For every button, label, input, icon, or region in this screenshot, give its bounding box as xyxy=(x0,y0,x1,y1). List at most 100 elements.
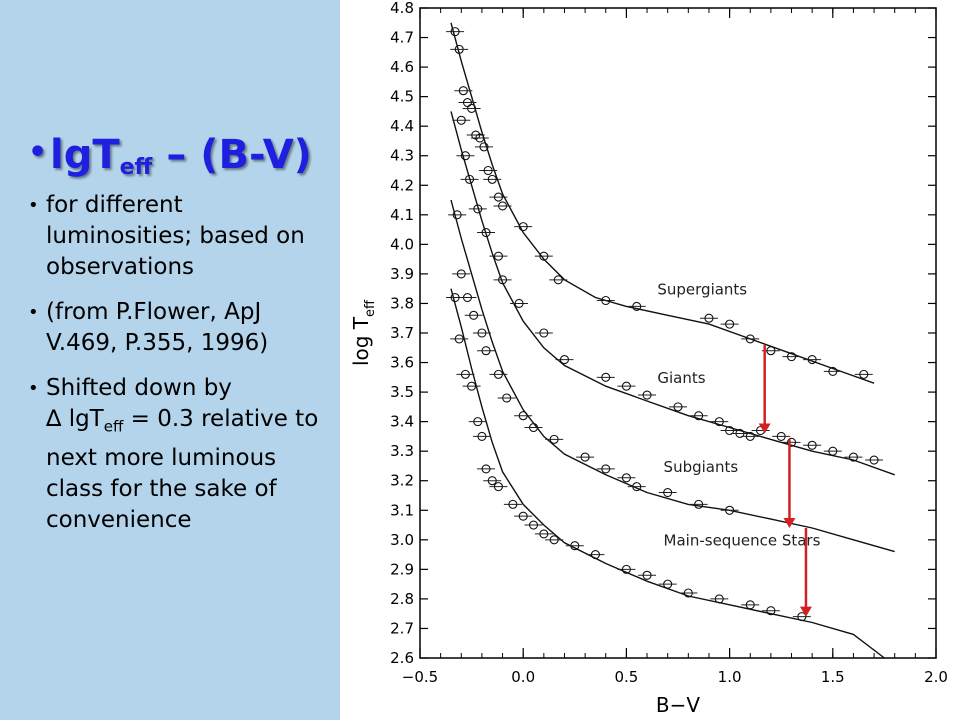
shift-arrow-head xyxy=(783,518,796,528)
title-bullet: • xyxy=(28,135,48,170)
bullet-text-b: ∆ lgT xyxy=(46,406,104,432)
data-point xyxy=(590,550,600,560)
x-tick-label: 2.0 xyxy=(924,668,948,686)
data-point xyxy=(508,499,518,509)
data-point xyxy=(869,455,879,465)
bullet-item: • (from P.Flower, ApJ V.469, P.355, 1996) xyxy=(28,297,333,359)
data-point xyxy=(714,417,724,427)
data-point xyxy=(456,115,466,125)
bullet-dot: • xyxy=(28,195,39,216)
data-point xyxy=(601,295,611,306)
data-point xyxy=(559,355,570,365)
y-tick-label: 3.0 xyxy=(390,531,414,549)
y-tick-label: 4.0 xyxy=(390,235,414,253)
y-tick-label: 4.4 xyxy=(390,117,414,135)
data-point xyxy=(621,564,631,574)
y-tick-label: 3.3 xyxy=(390,442,414,460)
data-point xyxy=(454,334,464,344)
data-point xyxy=(621,381,631,391)
data-point xyxy=(450,27,460,37)
series-curve-2 xyxy=(450,199,895,553)
data-point xyxy=(859,369,869,379)
y-tick-label: 2.9 xyxy=(390,560,414,578)
data-point xyxy=(725,505,735,515)
data-point xyxy=(745,334,755,344)
data-point xyxy=(456,269,466,279)
y-tick-label: 4.7 xyxy=(390,29,414,47)
data-point xyxy=(460,369,470,379)
data-point xyxy=(452,210,462,220)
bullet-item: • Shifted down by ∆ lgTeff = 0.3 relative … xyxy=(28,373,333,536)
title-subscript: eff xyxy=(119,155,153,180)
data-point xyxy=(502,393,512,403)
y-tick-label: 3.1 xyxy=(390,501,414,519)
data-point xyxy=(464,174,475,184)
data-point xyxy=(481,464,491,474)
data-point xyxy=(735,428,745,439)
y-tick-label: 4.6 xyxy=(390,58,414,76)
data-point xyxy=(848,452,858,462)
data-point xyxy=(549,535,559,545)
y-axis-label-sub: eff xyxy=(363,299,378,317)
data-point xyxy=(807,440,817,450)
title-main: lgT xyxy=(50,132,120,178)
y-axis-label: log Teff xyxy=(349,299,378,366)
data-point xyxy=(632,482,642,492)
data-point xyxy=(663,579,673,589)
x-tick-label: 1.5 xyxy=(821,668,845,686)
bullet-text-c: = 0.3 relative to next more luminous cla… xyxy=(46,406,319,533)
series-curve-0 xyxy=(450,22,875,384)
data-point xyxy=(493,251,503,261)
data-point xyxy=(528,422,539,433)
data-point xyxy=(493,369,503,379)
data-point xyxy=(642,390,652,400)
data-point xyxy=(539,328,549,338)
data-point xyxy=(479,142,489,152)
data-point xyxy=(601,464,611,474)
data-point xyxy=(549,434,559,444)
data-point xyxy=(766,346,776,356)
data-point xyxy=(487,174,497,184)
data-point xyxy=(450,292,460,303)
x-tick-label: −0.5 xyxy=(402,668,438,686)
data-point xyxy=(553,275,563,285)
data-point xyxy=(714,594,724,604)
data-point xyxy=(786,437,797,447)
x-tick-label: 0.0 xyxy=(511,668,535,686)
y-tick-label: 4.1 xyxy=(390,206,414,224)
data-point xyxy=(786,352,797,362)
y-tick-label: 4.2 xyxy=(390,176,414,194)
data-point xyxy=(539,529,549,539)
bullet-text: (from P.Flower, ApJ V.469, P.355, 1996) xyxy=(46,299,269,356)
data-point xyxy=(469,310,479,320)
data-point xyxy=(518,411,528,421)
data-point xyxy=(498,275,508,285)
series-label: Subgiants xyxy=(664,458,739,476)
data-point xyxy=(694,499,704,509)
data-point xyxy=(683,588,693,598)
data-point xyxy=(460,151,470,161)
x-tick-label: 0.5 xyxy=(614,668,638,686)
data-point xyxy=(673,402,683,412)
data-point xyxy=(694,411,704,421)
chart-panel: 2.6 2.7 2.8 2.9 3.0 3.1 3.2 3.3 3.4 3.5 3.6 3.7 3.8 3… xyxy=(340,0,960,720)
data-point xyxy=(570,541,580,551)
data-point xyxy=(807,355,817,365)
data-point xyxy=(828,446,838,456)
bullet-list: • for different luminosities; based on ob… xyxy=(28,190,333,550)
hr-chart: 2.6 2.7 2.8 2.9 3.0 3.1 3.2 3.3 3.4 3.5 3.6 3.7 3.8 3… xyxy=(349,0,948,717)
data-point xyxy=(663,487,673,498)
x-tick-label: 1.0 xyxy=(718,668,742,686)
data-point xyxy=(493,482,503,492)
data-point xyxy=(477,328,487,338)
data-point xyxy=(601,372,611,382)
series-label: Giants xyxy=(657,369,705,387)
shift-arrow-head xyxy=(799,606,812,617)
data-point xyxy=(745,431,755,441)
data-point xyxy=(458,86,468,96)
data-point xyxy=(498,201,508,211)
y-tick-label: 4.3 xyxy=(390,147,414,165)
data-point xyxy=(704,313,714,323)
y-tick-label: 3.2 xyxy=(390,472,414,490)
y-tick-label: 2.6 xyxy=(390,649,414,667)
